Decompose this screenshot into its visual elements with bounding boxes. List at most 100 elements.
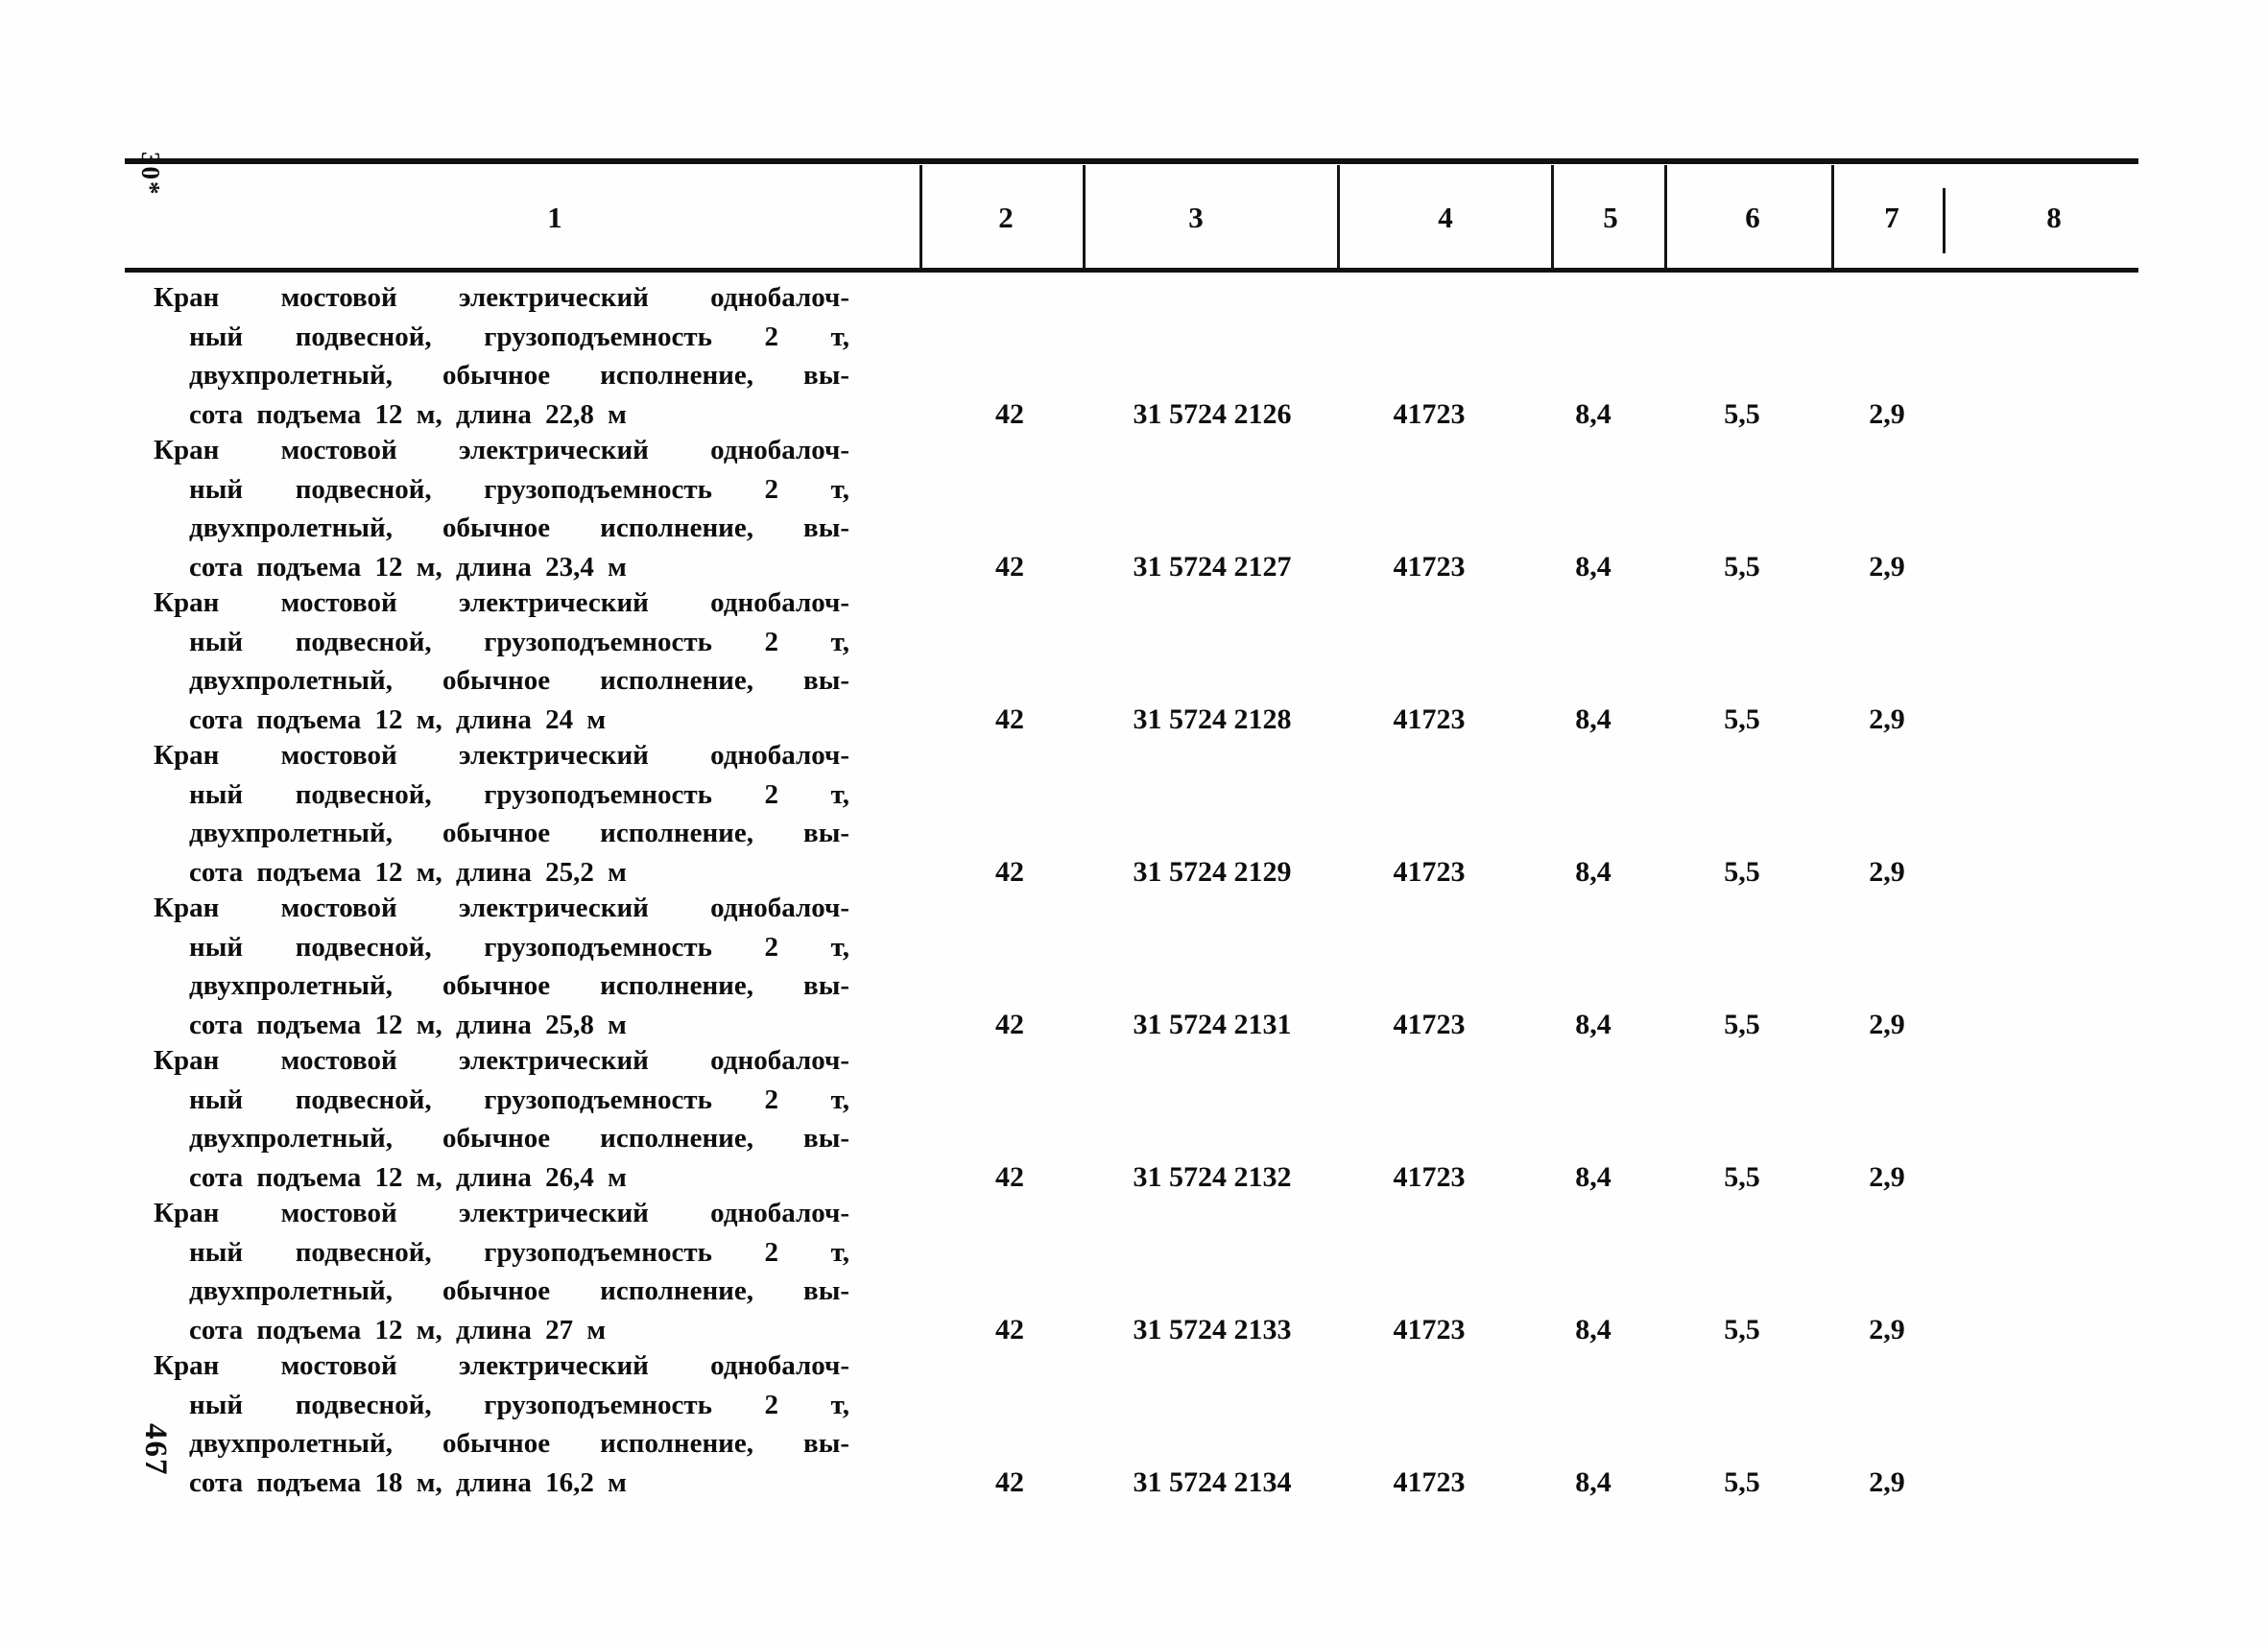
column-header-4: 4 (1438, 201, 1453, 234)
description-line-3: двухпролетный, обычное исполнение, вы- (189, 665, 849, 696)
cell-col7: 2,9 (1869, 703, 1905, 735)
cell-col6: 5,5 (1724, 703, 1760, 735)
cell-col2: 42 (995, 856, 1024, 888)
description-line-1: Кран мостовой электрический однобалоч- (154, 282, 849, 313)
cell-col5: 8,4 (1575, 1009, 1611, 1040)
table-row: Кран мостовой электрический однобалоч- н… (0, 278, 2268, 433)
item-description: Кран мостовой электрический однобалоч- н… (154, 1194, 849, 1349)
cell-col3-okp-code: 31 5724 2128 (1133, 703, 1292, 735)
table-row: Кран мостовой электрический однобалоч- н… (0, 1041, 2268, 1196)
description-line-4: сота подъема 12 м, длина 24 м (189, 703, 607, 735)
description-line-4: сота подъема 12 м, длина 26,4 м (189, 1161, 627, 1193)
cell-col6: 5,5 (1724, 1466, 1760, 1498)
table-row: Кран мостовой электрический однобалоч- н… (0, 1346, 2268, 1501)
cell-col4: 41723 (1393, 551, 1466, 583)
description-line-1: Кран мостовой электрический однобалоч- (154, 740, 849, 771)
description-line-3: двухпролетный, обычное исполнение, вы- (189, 970, 849, 1001)
cell-col5: 8,4 (1575, 1466, 1611, 1498)
column-divider-3-4 (1337, 165, 1340, 269)
cell-col7: 2,9 (1869, 856, 1905, 888)
header-bottom-rule (125, 268, 2138, 273)
description-line-4: сота подъема 18 м, длина 16,2 м (189, 1466, 627, 1498)
cell-col5: 8,4 (1575, 1314, 1611, 1345)
cell-col2: 42 (995, 1314, 1024, 1345)
table-row: Кран мостовой электрический однобалоч- н… (0, 736, 2268, 891)
description-line-4: сота подъема 12 м, длина 25,2 м (189, 856, 627, 888)
description-line-2: ный подвесной, грузоподъемность 2 т, (189, 626, 849, 657)
column-divider-7-8 (1943, 188, 1946, 253)
item-description: Кран мостовой электрический однобалоч- н… (154, 431, 849, 586)
item-description: Кран мостовой электрический однобалоч- н… (154, 889, 849, 1044)
cell-col4: 41723 (1393, 398, 1466, 430)
description-line-2: ный подвесной, грузоподъемность 2 т, (189, 1389, 849, 1420)
column-divider-4-5 (1551, 165, 1554, 269)
column-divider-5-6 (1664, 165, 1667, 269)
description-line-2: ный подвесной, грузоподъемность 2 т, (189, 321, 849, 352)
cell-col7: 2,9 (1869, 1009, 1905, 1040)
item-description: Кран мостовой электрический однобалоч- н… (154, 278, 849, 434)
description-line-1: Кран мостовой электрический однобалоч- (154, 1350, 849, 1381)
description-line-3: двухпролетный, обычное исполнение, вы- (189, 512, 849, 543)
cell-col7: 2,9 (1869, 1314, 1905, 1345)
item-description: Кран мостовой электрический однобалоч- н… (154, 583, 849, 739)
cell-col3-okp-code: 31 5724 2127 (1133, 551, 1292, 583)
item-description: Кран мостовой электрический однобалоч- н… (154, 1041, 849, 1197)
cell-col6: 5,5 (1724, 1009, 1760, 1040)
cell-col5: 8,4 (1575, 551, 1611, 583)
description-line-2: ный подвесной, грузоподъемность 2 т, (189, 1236, 849, 1268)
column-header-6: 6 (1745, 201, 1760, 234)
cell-col5: 8,4 (1575, 398, 1611, 430)
cell-col3-okp-code: 31 5724 2134 (1133, 1466, 1292, 1498)
description-line-1: Кран мостовой электрический однобалоч- (154, 1045, 849, 1076)
description-line-3: двухпролетный, обычное исполнение, вы- (189, 1428, 849, 1459)
cell-col2: 42 (995, 551, 1024, 583)
cell-col3-okp-code: 31 5724 2131 (1133, 1009, 1292, 1040)
cell-col6: 5,5 (1724, 856, 1760, 888)
description-line-2: ный подвесной, грузоподъемность 2 т, (189, 778, 849, 810)
cell-col2: 42 (995, 1161, 1024, 1193)
table-row: Кран мостовой электрический однобалоч- н… (0, 583, 2268, 738)
cell-col5: 8,4 (1575, 1161, 1611, 1193)
table-row: Кран мостовой электрический однобалоч- н… (0, 431, 2268, 585)
description-line-2: ный подвесной, грузоподъемность 2 т, (189, 931, 849, 963)
cell-col2: 42 (995, 703, 1024, 735)
column-header-1: 1 (547, 201, 562, 234)
cell-col7: 2,9 (1869, 1466, 1905, 1498)
column-header-8: 8 (2046, 201, 2062, 234)
column-header-5: 5 (1603, 201, 1618, 234)
cell-col4: 41723 (1393, 856, 1466, 888)
column-header-7: 7 (1884, 201, 1899, 234)
description-line-2: ный подвесной, грузоподъемность 2 т, (189, 1083, 849, 1115)
item-description: Кран мостовой электрический однобалоч- н… (154, 736, 849, 892)
column-header-2: 2 (998, 201, 1014, 234)
table-row: Кран мостовой электрический однобалоч- н… (0, 889, 2268, 1043)
column-divider-6-7 (1831, 165, 1834, 269)
description-line-4: сота подъема 12 м, длина 22,8 м (189, 398, 627, 430)
cell-col6: 5,5 (1724, 551, 1760, 583)
cell-col7: 2,9 (1869, 398, 1905, 430)
cell-col3-okp-code: 31 5724 2132 (1133, 1161, 1292, 1193)
item-description: Кран мостовой электрический однобалоч- н… (154, 1346, 849, 1502)
cell-col2: 42 (995, 398, 1024, 430)
cell-col5: 8,4 (1575, 703, 1611, 735)
column-divider-2-3 (1083, 165, 1086, 269)
description-line-1: Кран мостовой электрический однобалоч- (154, 1198, 849, 1228)
cell-col4: 41723 (1393, 1314, 1466, 1345)
cell-col4: 41723 (1393, 703, 1466, 735)
cell-col3-okp-code: 31 5724 2126 (1133, 398, 1292, 430)
description-line-3: двухпролетный, обычное исполнение, вы- (189, 1275, 849, 1306)
cell-col6: 5,5 (1724, 398, 1760, 430)
cell-col2: 42 (995, 1009, 1024, 1040)
cell-col3-okp-code: 31 5724 2133 (1133, 1314, 1292, 1345)
cell-col4: 41723 (1393, 1466, 1466, 1498)
description-line-4: сота подъема 12 м, длина 27 м (189, 1314, 607, 1345)
cell-col4: 41723 (1393, 1009, 1466, 1040)
description-line-3: двухпролетный, обычное исполнение, вы- (189, 1123, 849, 1154)
column-header-3: 3 (1188, 201, 1204, 234)
description-line-3: двухпролетный, обычное исполнение, вы- (189, 818, 849, 848)
cell-col4: 41723 (1393, 1161, 1466, 1193)
description-line-4: сота подъема 12 м, длина 25,8 м (189, 1009, 627, 1040)
cell-col5: 8,4 (1575, 856, 1611, 888)
description-line-4: сота подъема 12 м, длина 23,4 м (189, 551, 627, 583)
